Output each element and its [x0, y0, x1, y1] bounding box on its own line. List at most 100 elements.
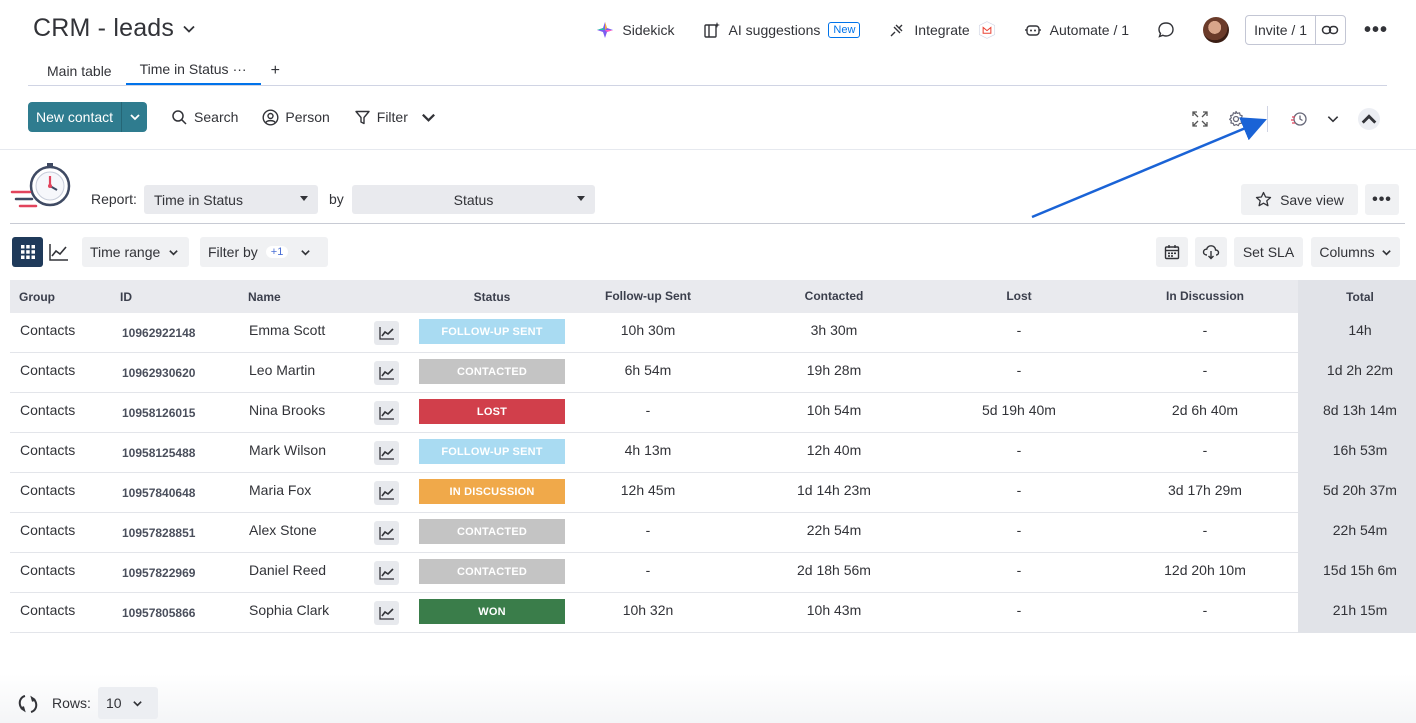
- activity-log-icon[interactable]: [1290, 110, 1308, 128]
- name-cell[interactable]: Daniel Reed: [249, 562, 327, 578]
- in-discussion-cell: 3d 17h 29m: [1168, 482, 1242, 498]
- column-header-name[interactable]: Name: [248, 290, 281, 304]
- column-header-id[interactable]: ID: [120, 290, 132, 304]
- columns-select[interactable]: Columns: [1311, 237, 1400, 267]
- total-cell-bg: [1298, 393, 1416, 433]
- star-icon: [1255, 191, 1272, 207]
- time-range-select[interactable]: Time range: [82, 237, 189, 267]
- tab-options-icon[interactable]: ···: [232, 61, 247, 77]
- total-cell-bg: [1298, 473, 1416, 513]
- column-header-group[interactable]: Group: [19, 290, 55, 304]
- name-cell[interactable]: Alex Stone: [249, 522, 317, 538]
- ai-suggestions-button[interactable]: AI suggestions New: [703, 21, 861, 39]
- in-discussion-cell: -: [1202, 522, 1208, 538]
- id-cell: 10957840648: [122, 486, 196, 500]
- trend-chart-button[interactable]: [374, 561, 399, 585]
- settings-gear-icon[interactable]: [1227, 110, 1245, 128]
- copy-link-button[interactable]: [1316, 16, 1345, 44]
- person-filter-button[interactable]: Person: [262, 108, 330, 126]
- name-cell[interactable]: Maria Fox: [249, 482, 312, 498]
- contacted-cell: 12h 40m: [806, 442, 862, 458]
- gmail-logo-icon: [978, 21, 995, 39]
- trend-chart-button[interactable]: [374, 361, 399, 385]
- report-type-select[interactable]: Time in Status: [144, 185, 318, 214]
- board-title[interactable]: CRM - leads: [33, 14, 196, 43]
- invite-button-group: Invite / 1: [1245, 15, 1346, 45]
- contacted-cell: 2d 18h 56m: [797, 562, 871, 578]
- header-actions: Sidekick AI suggestions New Integrate Au…: [568, 14, 1388, 46]
- chevron-down-icon: [1381, 249, 1391, 256]
- tab-time-in-status[interactable]: Time in Status ···: [125, 57, 261, 85]
- save-view-button[interactable]: Save view: [1241, 184, 1358, 215]
- filter-button[interactable]: Filter: [354, 109, 437, 126]
- report-type-value: Time in Status: [154, 191, 243, 208]
- follow-up-sent-cell: 12h 45m: [620, 482, 676, 498]
- more-options-icon[interactable]: •••: [1363, 19, 1388, 41]
- column-header-contacted[interactable]: Contacted: [804, 289, 864, 303]
- column-header-lost[interactable]: Lost: [1006, 289, 1032, 303]
- filter-by-select[interactable]: Filter by +1: [200, 237, 328, 267]
- name-cell[interactable]: Emma Scott: [249, 322, 326, 338]
- total-cell-bg: [1298, 433, 1416, 473]
- lost-cell: -: [1016, 602, 1022, 618]
- chart-view-button[interactable]: [43, 237, 74, 267]
- column-header-follow-up-sent[interactable]: Follow-up Sent: [605, 289, 691, 303]
- name-cell[interactable]: Mark Wilson: [249, 442, 327, 458]
- cloud-download-icon: [1202, 245, 1220, 260]
- trend-chart-button[interactable]: [374, 401, 399, 425]
- refresh-icon[interactable]: [17, 693, 39, 715]
- search-button[interactable]: Search: [171, 109, 238, 126]
- sidekick-button[interactable]: Sidekick: [596, 21, 675, 39]
- column-header-status[interactable]: Status: [473, 290, 511, 304]
- invite-button[interactable]: Invite / 1: [1246, 16, 1316, 44]
- status-badge: CONTACTED: [419, 559, 565, 584]
- set-sla-button[interactable]: Set SLA: [1234, 237, 1303, 267]
- lost-cell: -: [1016, 522, 1022, 538]
- trend-chart-button[interactable]: [374, 481, 399, 505]
- updates-button[interactable]: [1157, 21, 1175, 39]
- integrate-label: Integrate: [914, 22, 970, 38]
- chevron-down-icon: [421, 113, 435, 122]
- name-cell[interactable]: Leo Martin: [249, 362, 316, 378]
- chevron-down-icon[interactable]: [1326, 112, 1340, 126]
- trend-chart-button[interactable]: [374, 321, 399, 345]
- automate-button[interactable]: Automate / 1: [1024, 21, 1129, 39]
- trend-chart-icon: [378, 367, 394, 380]
- chevron-down-icon: [183, 25, 195, 33]
- export-button[interactable]: [1195, 237, 1227, 267]
- integrate-button[interactable]: Integrate: [888, 21, 995, 39]
- filter-by-label: Filter by: [208, 244, 258, 260]
- trend-chart-button[interactable]: [374, 521, 399, 545]
- new-contact-dropdown[interactable]: [121, 102, 147, 132]
- contacted-cell: 22h 54m: [806, 522, 862, 538]
- lost-cell: -: [1016, 322, 1022, 338]
- report-more-icon[interactable]: •••: [1365, 184, 1399, 215]
- calendar-button[interactable]: [1156, 237, 1188, 267]
- total-cell: 21h 15m: [1332, 602, 1388, 618]
- id-cell: 10957828851: [122, 526, 196, 540]
- collapse-header-button[interactable]: [1358, 108, 1380, 130]
- trend-chart-button[interactable]: [374, 441, 399, 465]
- column-header-in-discussion[interactable]: In Discussion: [1165, 289, 1245, 303]
- stopwatch-logo-icon: [10, 163, 71, 208]
- follow-up-sent-cell: 10h 32n: [622, 602, 674, 618]
- fullscreen-icon[interactable]: [1191, 110, 1209, 128]
- rows-per-page-select[interactable]: 10: [98, 687, 158, 719]
- view-tabs: Main table Time in Status ··· +: [33, 56, 280, 86]
- status-badge: FOLLOW-UP SENT: [419, 319, 565, 344]
- avatar[interactable]: [1203, 17, 1230, 43]
- grid-view-button[interactable]: [12, 237, 43, 267]
- trend-chart-icon: [378, 327, 394, 340]
- in-discussion-cell: -: [1202, 442, 1208, 458]
- group-by-select[interactable]: Status: [352, 185, 595, 214]
- trend-chart-button[interactable]: [374, 601, 399, 625]
- in-discussion-cell: -: [1202, 362, 1208, 378]
- tab-main-table[interactable]: Main table: [33, 59, 126, 83]
- name-cell[interactable]: Nina Brooks: [249, 402, 326, 418]
- in-discussion-cell: 2d 6h 40m: [1171, 402, 1239, 418]
- new-contact-button[interactable]: New contact: [36, 109, 114, 125]
- add-view-button[interactable]: +: [270, 62, 280, 79]
- name-cell[interactable]: Sophia Clark: [249, 602, 330, 618]
- search-icon: [172, 109, 187, 125]
- column-header-total[interactable]: Total: [1346, 290, 1374, 304]
